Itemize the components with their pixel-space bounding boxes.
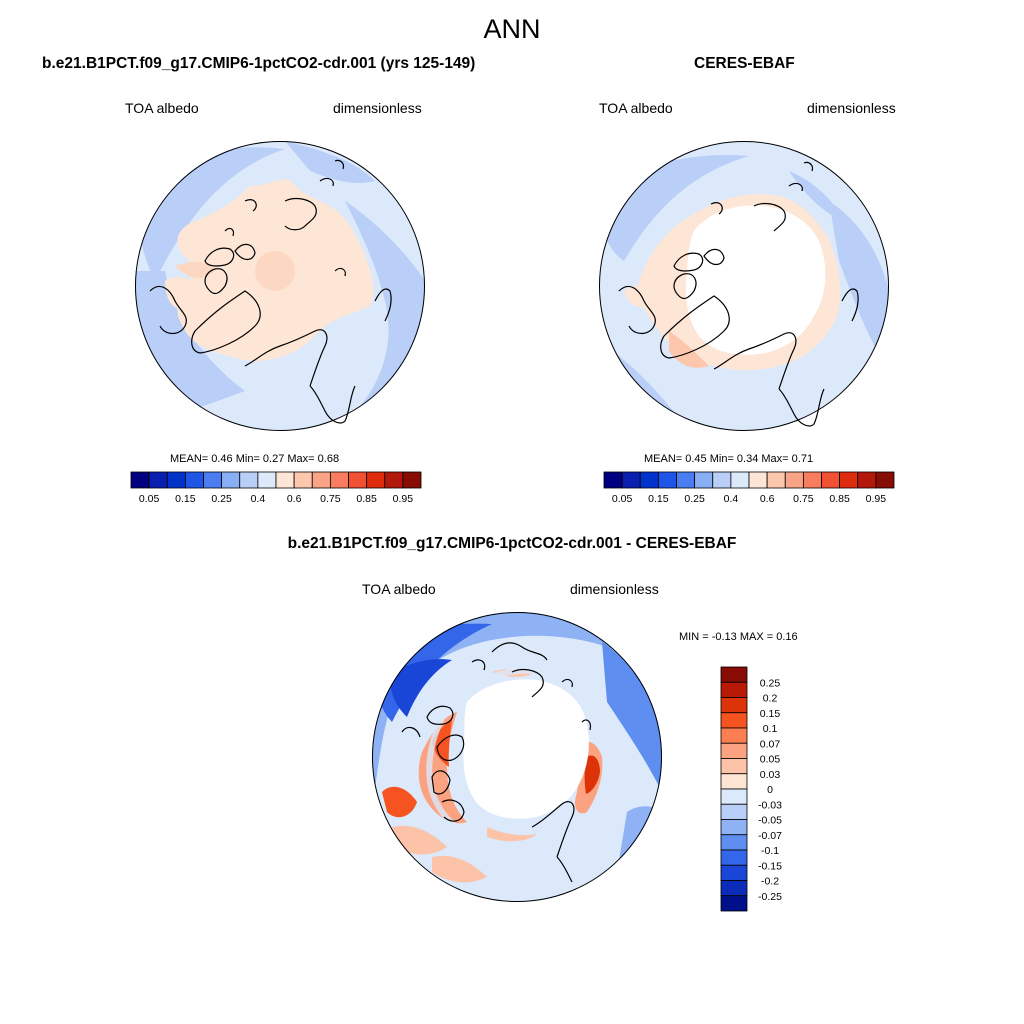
colorbar-difference-tick-label: -0.1 — [761, 845, 779, 857]
panel3-title: b.e21.B1PCT.f09_g17.CMIP6-1pctCO2-cdr.00… — [287, 535, 737, 552]
colorbar-obs-swatch — [857, 471, 877, 489]
colorbar-model-swatch — [275, 471, 295, 489]
colorbar-difference-tick-label: -0.05 — [758, 815, 782, 827]
colorbar-difference-swatch — [720, 666, 748, 683]
colorbar-obs-swatch — [621, 471, 641, 489]
colorbar-difference-swatch — [720, 788, 748, 805]
colorbar-obs-swatch — [712, 471, 732, 489]
colorbar-difference-swatch — [720, 834, 748, 851]
panel2-left-label: TOA albedo — [599, 100, 673, 116]
colorbar-model-swatch — [148, 471, 168, 489]
colorbar-model-swatch — [130, 471, 150, 489]
colorbar-difference-tick-label: 0.15 — [760, 708, 781, 720]
colorbar-difference-swatch — [720, 712, 748, 729]
colorbar-model-swatch — [239, 471, 259, 489]
colorbar-difference-tick-label: 0.03 — [760, 769, 781, 781]
colorbar-model-swatch — [166, 471, 186, 489]
colorbar-difference-swatch — [720, 773, 748, 790]
colorbar-obs: 0.05 0.15 0.25 0.4 0.6 0.75 0.85 0.95 — [603, 471, 895, 505]
colorbar-difference-tick-label: 0.25 — [760, 677, 781, 689]
colorbar-obs-swatch — [748, 471, 768, 489]
map-obs — [599, 141, 889, 431]
colorbar-difference-swatch — [720, 758, 748, 775]
colorbar-model-swatch — [203, 471, 223, 489]
colorbar-model-swatch — [293, 471, 313, 489]
colorbar-model-tick-label: 0.75 — [320, 493, 341, 505]
colorbar-difference-tick-label: -0.15 — [758, 860, 782, 872]
colorbar-difference-swatch — [720, 864, 748, 881]
colorbar-difference-tick-label: -0.25 — [758, 891, 782, 903]
colorbar-obs-swatch — [603, 471, 623, 489]
colorbar-obs-swatch — [766, 471, 786, 489]
colorbar-obs-tick-label: 0.6 — [760, 493, 775, 505]
colorbar-obs-swatch — [676, 471, 696, 489]
panel1-right-label: dimensionless — [333, 100, 422, 116]
colorbar-difference-swatch — [720, 849, 748, 866]
colorbar-model-swatch — [402, 471, 422, 489]
colorbar-obs-tick-label: 0.95 — [866, 493, 887, 505]
map-difference — [372, 612, 662, 902]
colorbar-model-swatch — [384, 471, 404, 489]
colorbar-obs-tick-label: 0.75 — [793, 493, 814, 505]
colorbar-obs-tick-label: 0.05 — [612, 493, 633, 505]
colorbar-difference-tick-label: 0.05 — [760, 754, 781, 766]
colorbar-difference-swatch — [720, 895, 748, 912]
colorbar-model-tick-label: 0.25 — [211, 493, 232, 505]
colorbar-obs-swatch — [802, 471, 822, 489]
colorbar-difference-swatch — [720, 803, 748, 820]
colorbar-difference-tick-label: 0 — [767, 784, 773, 796]
colorbar-obs-swatch — [784, 471, 804, 489]
colorbar-difference-swatch — [720, 727, 748, 744]
colorbar-difference-tick-label: -0.07 — [758, 830, 782, 842]
colorbar-obs-swatch — [839, 471, 859, 489]
colorbar-obs-swatch — [875, 471, 895, 489]
colorbar-model-swatch — [184, 471, 204, 489]
colorbar-obs-tick-label: 0.4 — [724, 493, 739, 505]
colorbar-difference-swatch — [720, 742, 748, 759]
colorbar-difference-swatch — [720, 880, 748, 897]
colorbar-model-tick-label: 0.85 — [356, 493, 377, 505]
panel3-right-label: dimensionless — [570, 581, 659, 597]
colorbar-obs-tick-label: 0.25 — [684, 493, 705, 505]
colorbar-model: 0.05 0.15 0.25 0.4 0.6 0.75 0.85 0.95 — [130, 471, 422, 505]
panel3-left-label: TOA albedo — [362, 581, 436, 597]
colorbar-obs-tick-label: 0.85 — [829, 493, 850, 505]
colorbar-model-tick-label: 0.4 — [251, 493, 266, 505]
panel1-left-label: TOA albedo — [125, 100, 199, 116]
panel2-title: CERES-EBAF — [694, 55, 795, 72]
colorbar-difference-swatch — [720, 697, 748, 714]
colorbar-model-tick-label: 0.95 — [393, 493, 414, 505]
colorbar-obs-swatch — [657, 471, 677, 489]
colorbar-model-swatch — [348, 471, 368, 489]
colorbar-obs-swatch — [821, 471, 841, 489]
map-model — [135, 141, 425, 431]
colorbar-model-swatch — [311, 471, 331, 489]
colorbar-model-swatch — [366, 471, 386, 489]
colorbar-difference-swatch — [720, 819, 748, 836]
colorbar-model-swatch — [257, 471, 277, 489]
colorbar-difference-tick-label: -0.03 — [758, 799, 782, 811]
panel3-stats: MIN = -0.13 MAX = 0.16 — [679, 631, 798, 643]
colorbar-difference-tick-label: 0.1 — [763, 723, 778, 735]
colorbar-difference: 0.25 0.2 0.15 0.1 0.07 0.05 0.03 0 -0.03 -0.05 -0.… — [720, 666, 782, 912]
colorbar-obs-swatch — [730, 471, 750, 489]
colorbar-model-tick-label: 0.05 — [139, 493, 160, 505]
colorbar-model-tick-label: 0.15 — [175, 493, 196, 505]
colorbar-model-tick-label: 0.6 — [287, 493, 302, 505]
colorbar-obs-swatch — [694, 471, 714, 489]
panel2-stats: MEAN= 0.45 Min= 0.34 Max= 0.71 — [644, 453, 814, 465]
panel2-right-label: dimensionless — [807, 100, 896, 116]
colorbar-obs-tick-label: 0.15 — [648, 493, 669, 505]
colorbar-model-swatch — [221, 471, 241, 489]
colorbar-difference-swatch — [720, 681, 748, 698]
colorbar-difference-tick-label: 0.2 — [763, 693, 778, 705]
panel1-stats: MEAN= 0.46 Min= 0.27 Max= 0.68 — [170, 453, 340, 465]
colorbar-difference-tick-label: 0.07 — [760, 738, 781, 750]
panel1-title: b.e21.B1PCT.f09_g17.CMIP6-1pctCO2-cdr.00… — [42, 55, 476, 72]
colorbar-difference-tick-label: -0.2 — [761, 876, 779, 888]
page-title: ANN — [483, 14, 541, 44]
colorbar-model-swatch — [329, 471, 349, 489]
colorbar-obs-swatch — [639, 471, 659, 489]
